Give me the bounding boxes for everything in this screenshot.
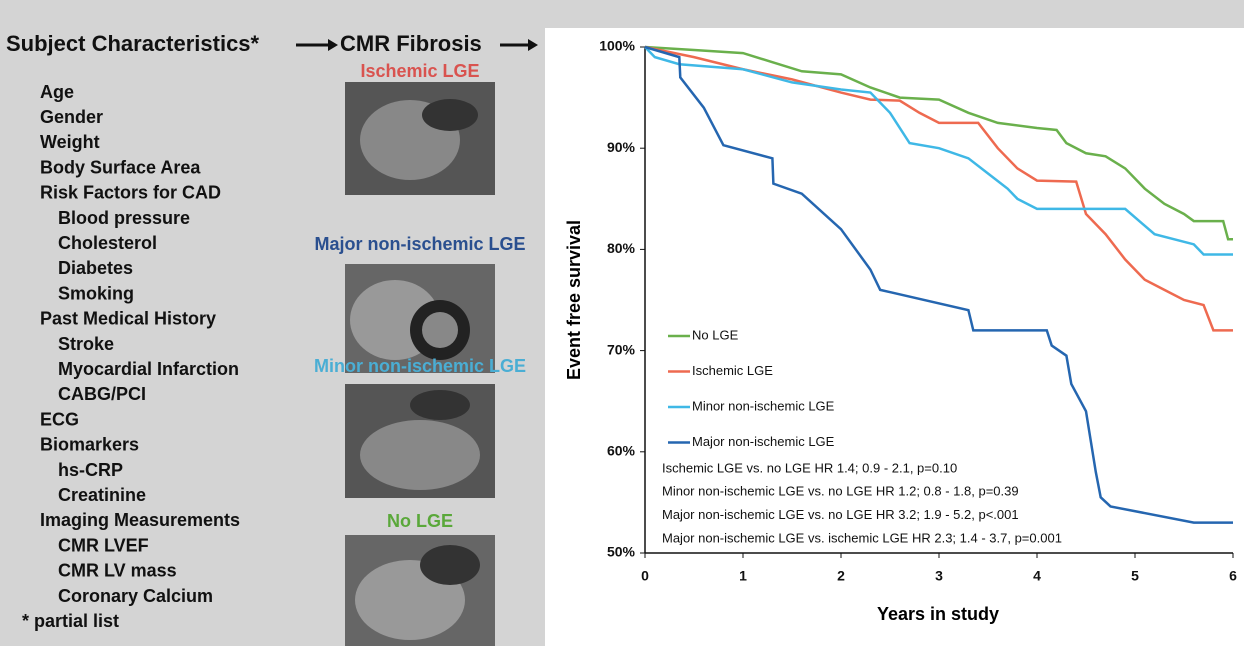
- legend-label: Ischemic LGE: [692, 363, 773, 378]
- sub-characteristic: Coronary Calcium: [58, 586, 213, 606]
- x-tick-label: 5: [1131, 568, 1139, 584]
- characteristic: Biomarkers: [40, 435, 139, 455]
- sub-characteristic: CMR LV mass: [58, 561, 177, 581]
- annotation: Major non-ischemic LGE vs. ischemic LGE …: [662, 530, 1062, 545]
- image-label: No LGE: [387, 511, 453, 531]
- footnote: * partial list: [22, 611, 119, 631]
- y-tick-label: 60%: [607, 443, 636, 459]
- sub-characteristic: Diabetes: [58, 258, 133, 278]
- sub-characteristic: Creatinine: [58, 485, 146, 505]
- characteristic: Imaging Measurements: [40, 510, 240, 530]
- x-axis-label: Years in study: [877, 604, 999, 624]
- arrow-head: [528, 39, 538, 51]
- header: CMR Fibrosis: [340, 31, 482, 56]
- y-tick-label: 50%: [607, 544, 636, 560]
- legend-label: Major non-ischemic LGE: [692, 434, 835, 449]
- x-tick-label: 3: [935, 568, 943, 584]
- sub-characteristic: CABG/PCI: [58, 384, 146, 404]
- image-label: Ischemic LGE: [360, 61, 479, 81]
- mri-image: [345, 82, 495, 195]
- header: Subject Characteristics*: [6, 31, 260, 56]
- x-tick-label: 0: [641, 568, 649, 584]
- x-tick-label: 2: [837, 568, 845, 584]
- survival-curve: [644, 46, 1233, 256]
- survival-curve: [644, 45, 1233, 241]
- sub-characteristic: CMR LVEF: [58, 535, 149, 555]
- legend-label: Minor non-ischemic LGE: [692, 398, 835, 413]
- sub-characteristic: Blood pressure: [58, 208, 190, 228]
- arrow-head: [328, 39, 338, 51]
- annotation: Ischemic LGE vs. no LGE HR 1.4; 0.9 - 2.…: [662, 460, 957, 475]
- y-tick-label: 70%: [607, 341, 636, 357]
- image-label: Major non-ischemic LGE: [314, 234, 525, 254]
- characteristic: ECG: [40, 409, 79, 429]
- characteristic: Risk Factors for CAD: [40, 183, 221, 203]
- x-tick-label: 6: [1229, 568, 1237, 584]
- chart-panel: [545, 28, 1244, 646]
- legend-label: No LGE: [692, 327, 739, 342]
- annotation: Major non-ischemic LGE vs. no LGE HR 3.2…: [662, 507, 1019, 522]
- image-label: Minor non-ischemic LGE: [314, 356, 526, 376]
- sub-characteristic: Myocardial Infarction: [58, 359, 239, 379]
- characteristic: Gender: [40, 107, 103, 127]
- x-tick-label: 1: [739, 568, 747, 584]
- characteristic: Weight: [40, 132, 100, 152]
- sub-characteristic: Cholesterol: [58, 233, 157, 253]
- mri-images: [345, 82, 495, 646]
- y-tick-label: 80%: [607, 240, 636, 256]
- y-axis-label: Event free survival: [564, 220, 584, 380]
- x-tick-label: 4: [1033, 568, 1041, 584]
- sub-characteristic: Stroke: [58, 334, 114, 354]
- mri-image: [345, 264, 495, 373]
- y-tick-label: 100%: [599, 38, 635, 54]
- characteristic: Past Medical History: [40, 309, 216, 329]
- characteristic: Body Surface Area: [40, 157, 201, 177]
- annotation: Minor non-ischemic LGE vs. no LGE HR 1.2…: [662, 484, 1019, 499]
- survival-curve: [644, 45, 1233, 524]
- sub-characteristic: hs-CRP: [58, 460, 123, 480]
- mri-image: [345, 384, 495, 498]
- mri-image: [345, 535, 495, 646]
- y-tick-label: 90%: [607, 139, 636, 155]
- characteristic: Age: [40, 82, 74, 102]
- sub-characteristic: Smoking: [58, 283, 134, 303]
